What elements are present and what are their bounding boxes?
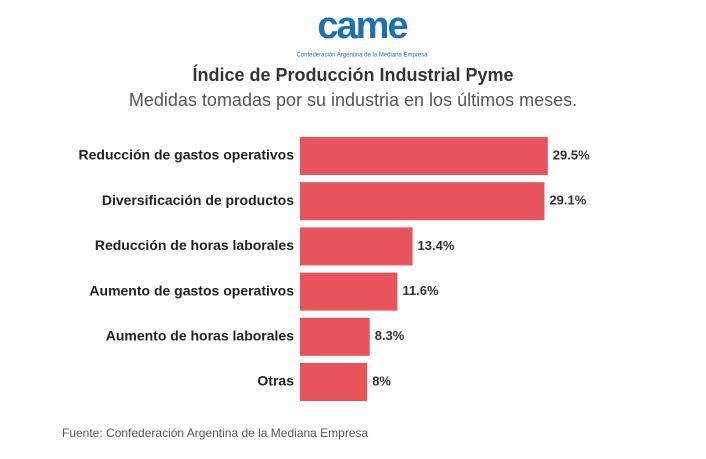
value-label: 29.5% [553,147,590,162]
chart-title: Índice de Producción Industrial Pyme [192,64,513,85]
bar [300,137,548,175]
logo-tagline: Confederación Argentina de la Mediana Em… [296,53,428,59]
category-label: Aumento de horas laborales [106,328,294,344]
bar [300,182,545,221]
category-label: Reducción de horas laborales [95,237,294,253]
value-label: 13.4% [418,238,455,253]
chart-subtitle: Medidas tomadas por su industria en los … [129,90,577,110]
category-label: Aumento de gastos operativos [89,282,294,298]
category-label: Reducción de gastos operativos [79,147,295,163]
source: Fuente: Confederación Argentina de la Me… [62,426,369,440]
bar [300,363,368,401]
bar [300,227,413,266]
value-label: 11.6% [402,283,439,298]
value-label: 8% [372,373,391,388]
value-label: 29.1% [549,193,586,208]
bar [300,317,370,356]
logo: came [317,5,407,47]
value-label: 8.3% [375,328,405,343]
category-label: Otras [257,373,294,389]
category-label: Diversificación de productos [102,192,294,208]
bar [300,272,398,311]
